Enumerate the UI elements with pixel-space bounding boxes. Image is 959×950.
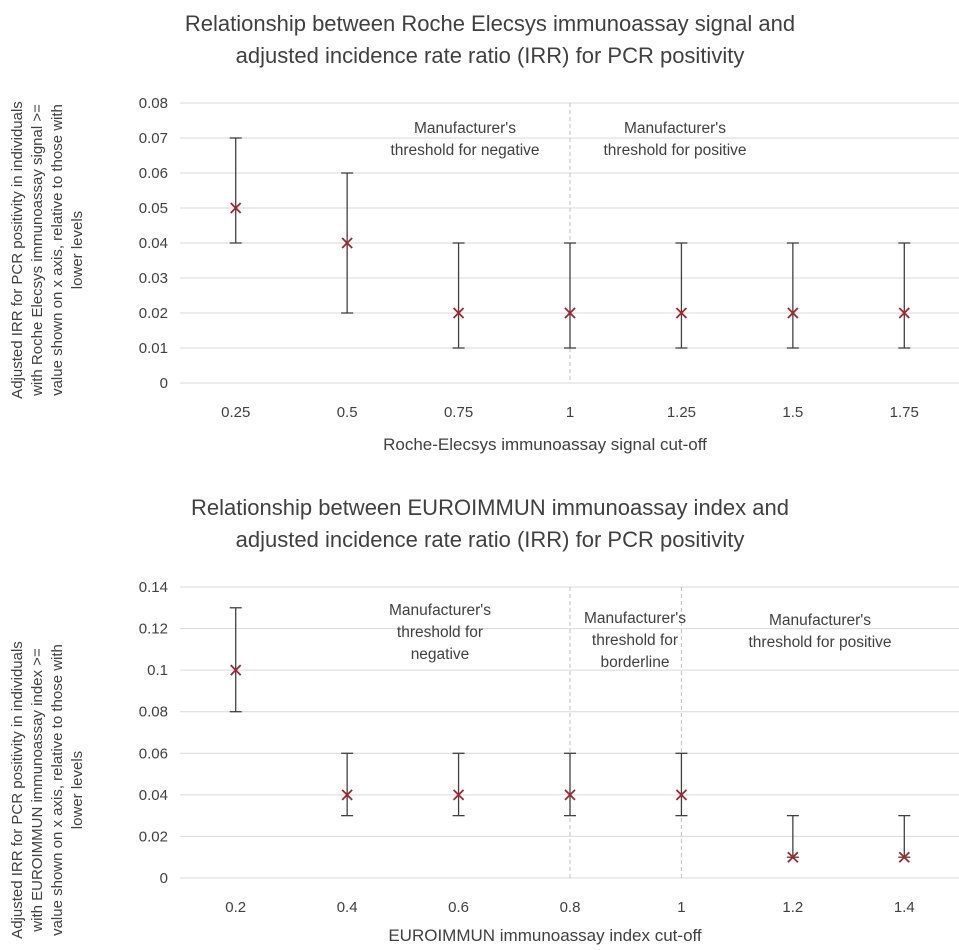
- x-tick-label: 1.25: [667, 404, 696, 421]
- annotation-line: Manufacturer's: [388, 602, 492, 619]
- x-tick-label: 1: [566, 404, 574, 421]
- marker-stroke: [675, 789, 688, 801]
- data-point: [341, 789, 353, 801]
- y-tick-label: 0.01: [139, 340, 168, 357]
- chart-roche-elecsys: Relationship between Roche Elecsys immun…: [0, 0, 959, 470]
- annotation-line: Manufacturer's: [768, 612, 872, 629]
- chart-title-line-2: adjusted incidence rate ratio (IRR) for …: [235, 527, 745, 552]
- data-point: [564, 789, 576, 801]
- y-tick-label: 0.02: [139, 305, 168, 322]
- x-tick-label: 0.25: [221, 404, 250, 421]
- x-tick-label: 1.5: [782, 404, 803, 421]
- marker-stroke: [230, 202, 242, 214]
- marker-stroke: [341, 237, 353, 249]
- marker-stroke: [898, 851, 910, 863]
- marker-stroke: [564, 789, 576, 801]
- annotation-line: borderline: [600, 654, 670, 671]
- data-point: [675, 307, 688, 319]
- data-point: [452, 789, 465, 801]
- y-tick-label: 0.04: [139, 235, 168, 252]
- chart-euroimmun: Relationship between EUROIMMUN immunoass…: [0, 480, 959, 950]
- annotation-line: negative: [410, 646, 470, 663]
- plot-area: 0 0.01 0.02 0.03 0.04 0.05 0.06 0.07 0.08 0.25 0.5…: [139, 95, 959, 421]
- annotation-threshold-positive: Manufacturer's threshold for positive: [720, 610, 920, 654]
- annotation-threshold-borderline: Manufacturer's threshold for borderline: [560, 608, 710, 674]
- x-tick-label: 0.5: [337, 404, 358, 421]
- marker-stroke: [787, 851, 799, 863]
- x-tick-label: 1.4: [894, 899, 915, 916]
- x-tick-label: 1: [677, 899, 685, 916]
- annotation-threshold-negative: Manufacturer's threshold for negative: [360, 118, 570, 162]
- data-point: [787, 851, 799, 863]
- chart-title-line-1: Relationship between Roche Elecsys immun…: [184, 11, 796, 36]
- marker-stroke: [675, 307, 688, 319]
- y-tick-label: 0.08: [139, 704, 168, 721]
- x-tick-label: 0.75: [444, 404, 473, 421]
- chart-title: Relationship between EUROIMMUN immunoass…: [150, 492, 830, 556]
- y-tick-label: 0.1: [147, 662, 168, 679]
- marker-stroke: [341, 789, 353, 801]
- annotation-line: Manufacturer's: [623, 120, 727, 137]
- data-point: [341, 237, 353, 249]
- y-tick-label: 0.08: [139, 95, 168, 112]
- chart-title-line-2: adjusted incidence rate ratio (IRR) for …: [235, 43, 745, 68]
- x-tick-label: 1.2: [782, 899, 803, 916]
- chart-title-line-1: Relationship between EUROIMMUN immunoass…: [191, 495, 789, 520]
- y-tick-label: 0.14: [139, 579, 168, 596]
- annotation-line: threshold for positive: [748, 634, 892, 651]
- annotation-line: threshold for negative: [390, 142, 540, 159]
- y-tick-label: 0.02: [139, 828, 168, 845]
- marker-stroke: [452, 307, 465, 319]
- x-axis-label: Roche-Elecsys immunoassay signal cut-off: [383, 435, 707, 454]
- y-tick-label: 0.06: [139, 745, 168, 762]
- annotation-threshold-negative: Manufacturer's threshold for negative: [340, 600, 540, 666]
- y-tick-label: 0.03: [139, 270, 168, 287]
- annotation-line: threshold for positive: [603, 142, 747, 159]
- marker-stroke: [564, 307, 576, 319]
- data-point: [230, 664, 242, 676]
- data-point: [787, 307, 799, 319]
- data-point: [230, 202, 242, 214]
- marker-stroke: [787, 307, 799, 319]
- marker-stroke: [230, 664, 242, 676]
- data-point: [898, 851, 910, 863]
- data-point: [452, 307, 465, 319]
- x-tick-label: 1.75: [890, 404, 919, 421]
- annotation-threshold-positive: Manufacturer's threshold for positive: [575, 118, 775, 162]
- y-tick-label: 0: [160, 870, 168, 887]
- y-tick-label: 0.12: [139, 621, 168, 638]
- x-tick-label: 0.6: [448, 899, 469, 916]
- x-axis-label: EUROIMMUN immunoassay index cut-off: [388, 926, 702, 945]
- chart-title: Relationship between Roche Elecsys immun…: [150, 8, 830, 72]
- y-tick-label: 0.04: [139, 787, 168, 804]
- annotation-line: Manufacturer's: [413, 120, 517, 137]
- x-tick-label: 0.4: [337, 899, 358, 916]
- annotation-line: threshold for: [591, 632, 679, 649]
- y-tick-label: 0.06: [139, 165, 168, 182]
- marker-stroke: [452, 789, 465, 801]
- marker-stroke: [898, 307, 910, 319]
- x-tick-label: 0.8: [560, 899, 581, 916]
- y-tick-label: 0.07: [139, 130, 168, 147]
- annotation-line: threshold for: [396, 624, 484, 641]
- plot-area: 0 0.02 0.04 0.06 0.08 0.1 0.12 0.14 0.2 0.4 0.6 0.8…: [139, 579, 959, 916]
- x-tick-label: 0.2: [225, 899, 246, 916]
- data-point: [564, 307, 576, 319]
- data-point: [898, 307, 910, 319]
- data-point: [675, 789, 688, 801]
- y-tick-label: 0.05: [139, 200, 168, 217]
- annotation-line: Manufacturer's: [583, 610, 687, 627]
- y-tick-label: 0: [160, 375, 168, 392]
